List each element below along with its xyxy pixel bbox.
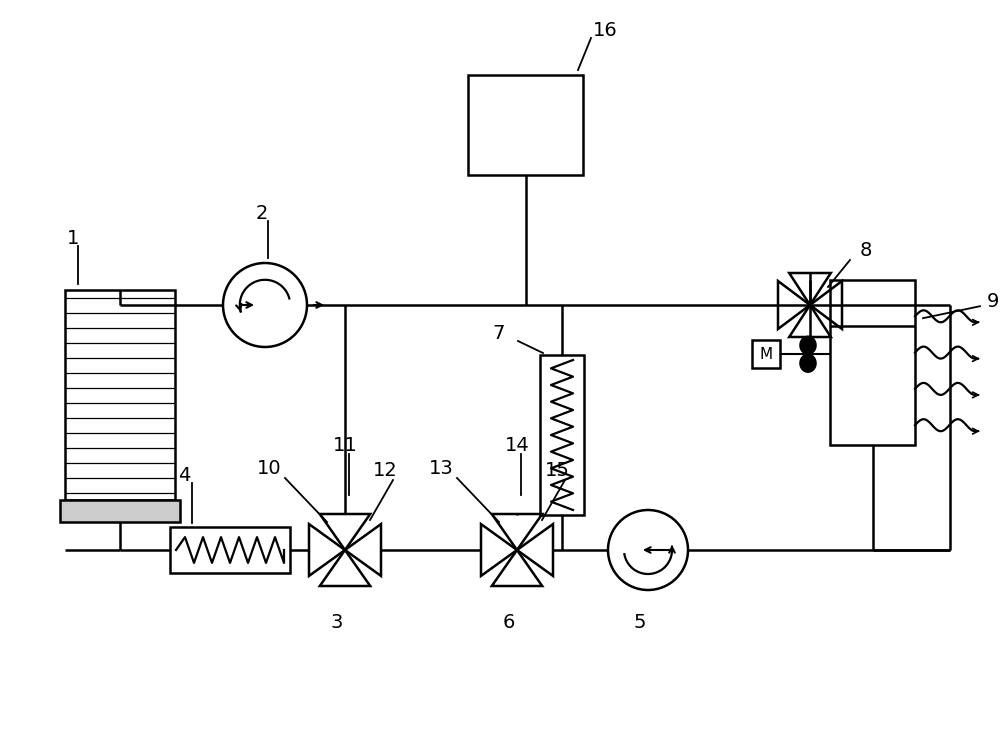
Text: 9: 9 bbox=[987, 292, 999, 311]
Text: 13: 13 bbox=[429, 459, 454, 478]
Polygon shape bbox=[810, 281, 842, 329]
Text: 8: 8 bbox=[860, 240, 872, 259]
Bar bbox=[540, 355, 584, 515]
Text: 1: 1 bbox=[67, 229, 79, 248]
Text: 2: 2 bbox=[256, 204, 268, 223]
Text: 10: 10 bbox=[257, 459, 282, 478]
Text: 14: 14 bbox=[505, 436, 530, 454]
Bar bbox=[830, 280, 915, 445]
Bar bbox=[60, 500, 180, 522]
Text: 7: 7 bbox=[492, 323, 504, 343]
Bar bbox=[752, 340, 780, 368]
Text: M: M bbox=[759, 347, 773, 362]
Bar bbox=[170, 527, 290, 573]
Polygon shape bbox=[778, 281, 810, 329]
Polygon shape bbox=[789, 305, 831, 337]
Text: 15: 15 bbox=[545, 461, 570, 479]
Polygon shape bbox=[800, 354, 816, 372]
Polygon shape bbox=[800, 337, 816, 354]
Bar bbox=[65, 290, 175, 500]
Polygon shape bbox=[789, 273, 831, 305]
Text: 6: 6 bbox=[503, 612, 515, 631]
Text: 4: 4 bbox=[178, 465, 190, 484]
Text: 16: 16 bbox=[593, 21, 618, 40]
Text: 12: 12 bbox=[373, 461, 398, 479]
Bar bbox=[468, 75, 583, 175]
Text: 5: 5 bbox=[634, 612, 646, 631]
Text: 3: 3 bbox=[331, 612, 343, 631]
Text: 11: 11 bbox=[333, 436, 358, 454]
